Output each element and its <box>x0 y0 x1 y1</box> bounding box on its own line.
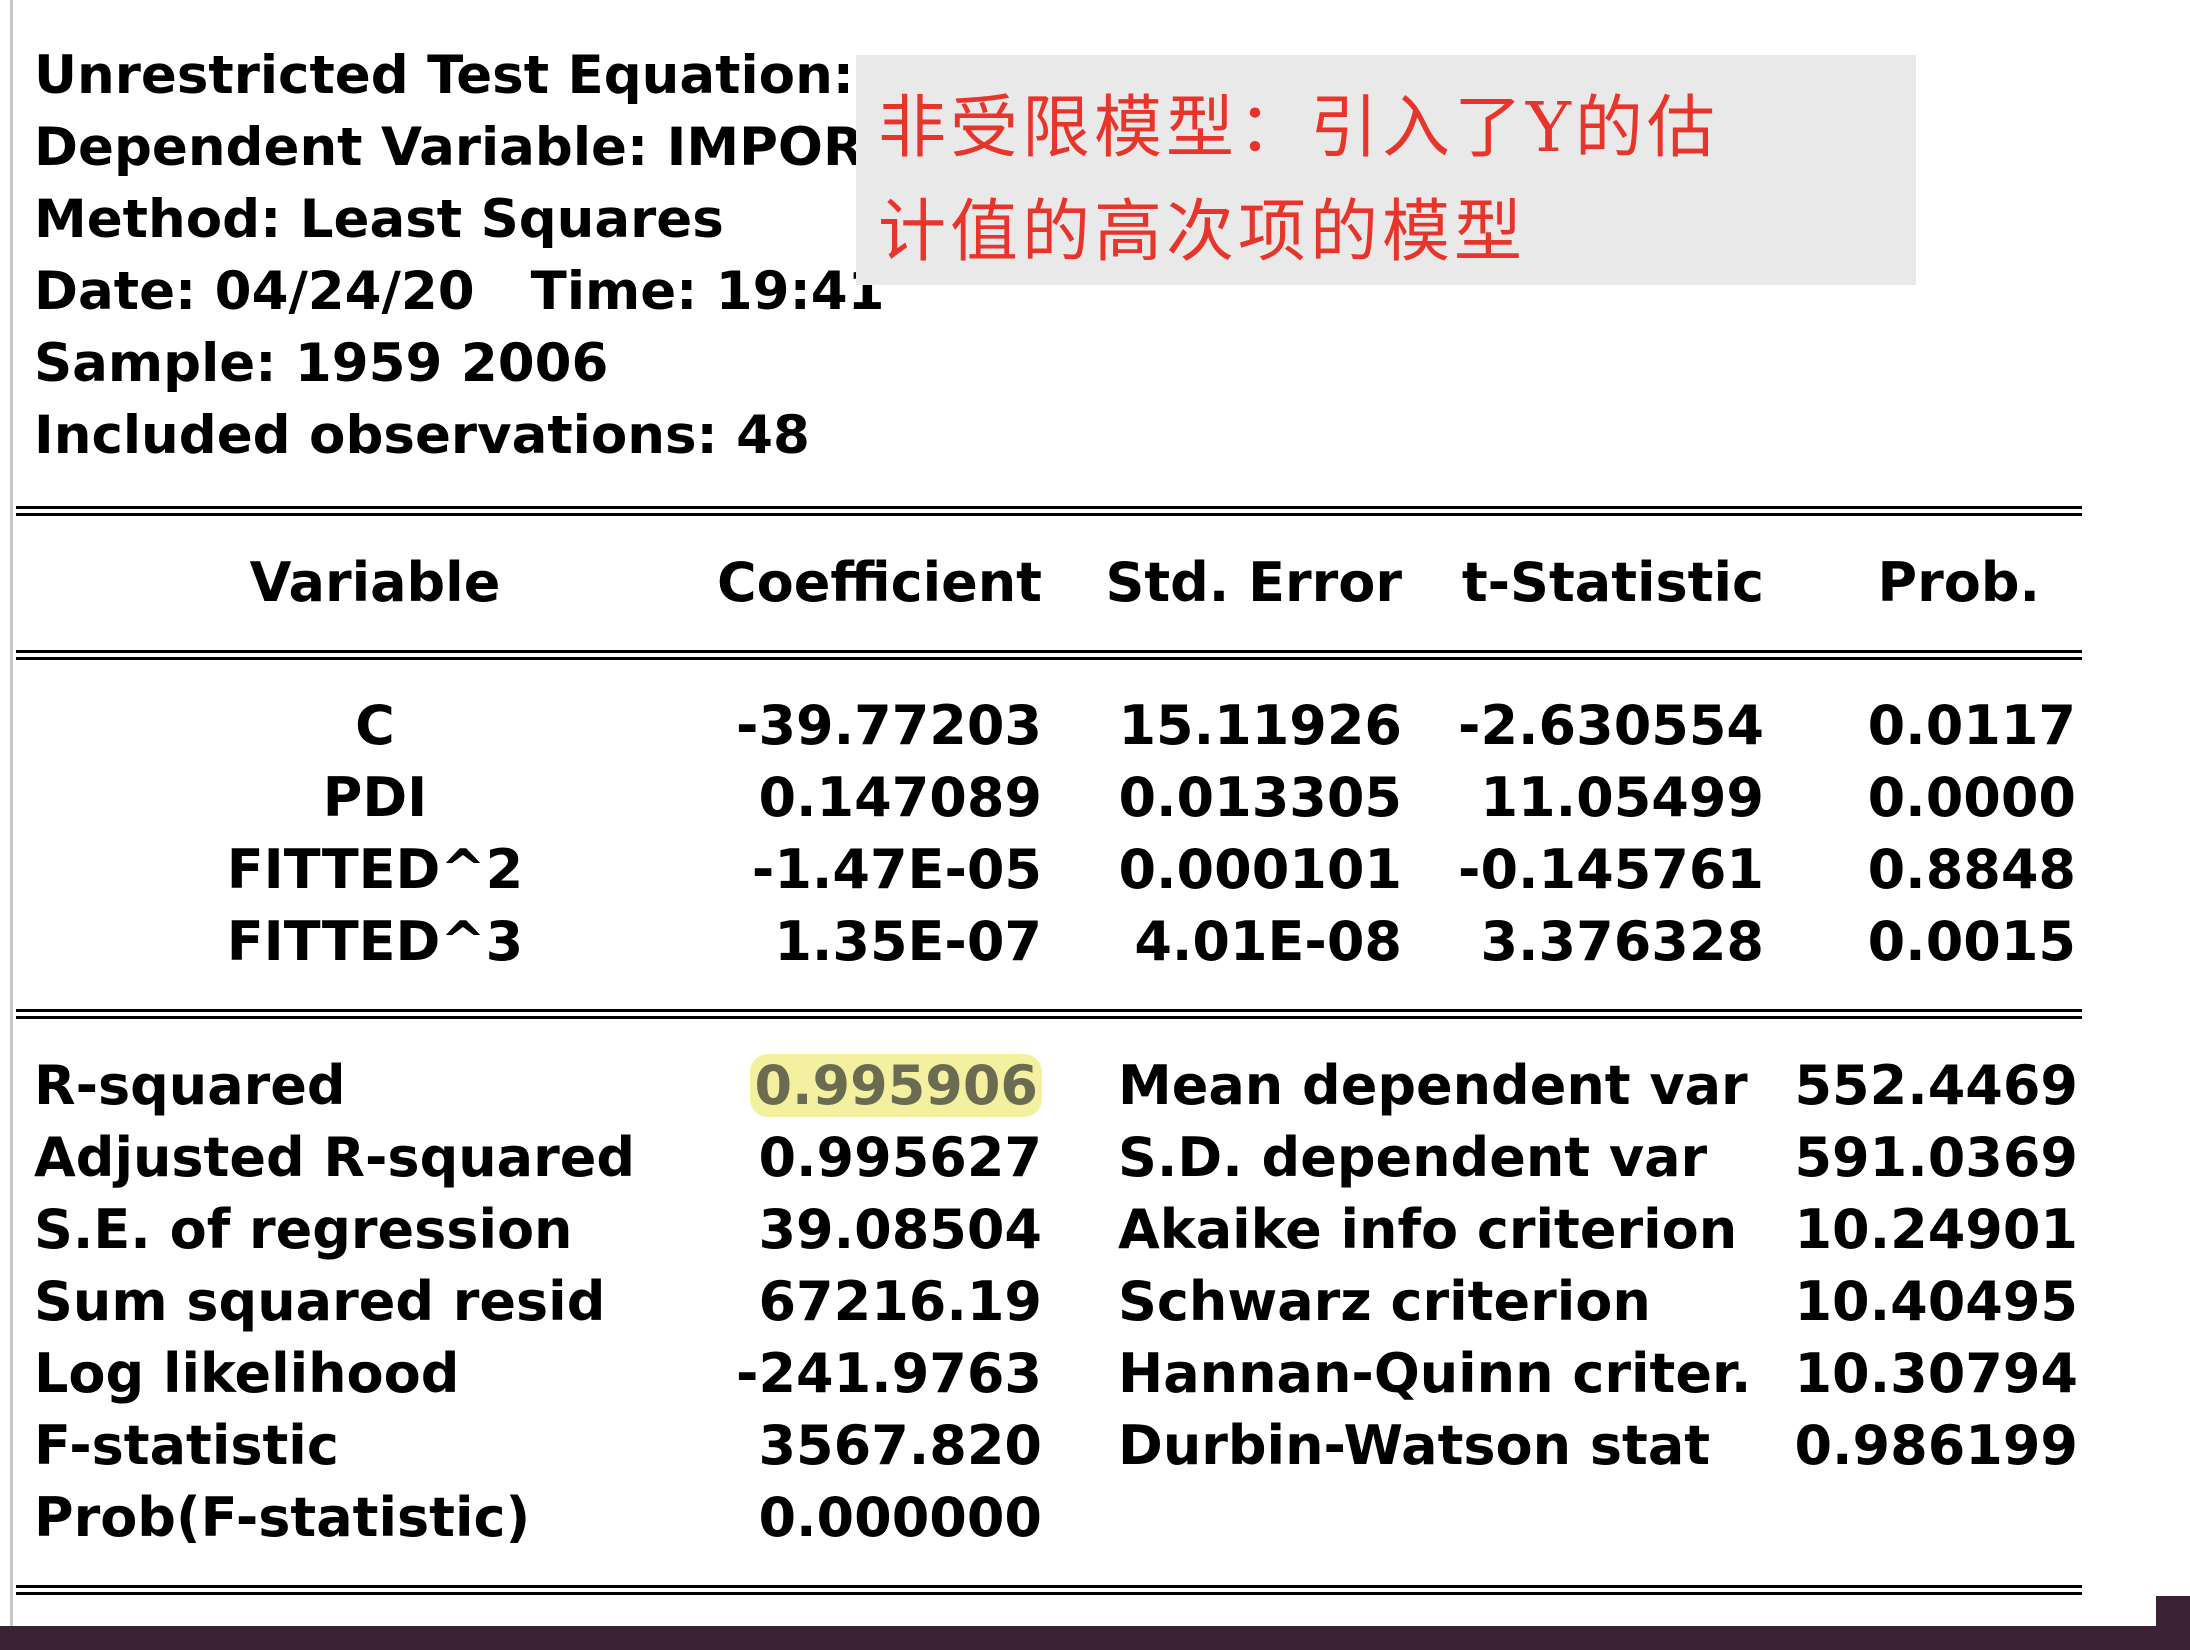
header-std-error: Std. Error <box>1105 551 1402 614</box>
stat-value-schwarz: 10.40495 <box>1794 1270 2078 1333</box>
stat-label-mean-dep: Mean dependent var <box>1118 1054 1748 1117</box>
rule-after-headers <box>16 650 2082 660</box>
r-squared-highlight: 0.995906 <box>750 1054 1042 1117</box>
row-fitted3-prob: 0.0015 <box>1867 910 2076 973</box>
row-fitted2-std-error: 0.000101 <box>1118 838 1402 901</box>
stat-label-adj-r-squared: Adjusted R-squared <box>34 1126 636 1189</box>
rule-after-coefficients <box>16 1009 2082 1019</box>
row-pdi-variable: PDI <box>322 766 428 829</box>
frame-left-border <box>10 0 13 1630</box>
annotation-line-2: 计值的高次项的模型 <box>878 193 1527 272</box>
stat-value-ssr: 67216.19 <box>758 1270 1042 1333</box>
stat-label-hannan-quinn: Hannan-Quinn criter. <box>1118 1342 1752 1405</box>
header-variable: Variable <box>249 551 501 614</box>
stat-value-f-statistic: 3567.820 <box>758 1414 1042 1477</box>
header-method: Method: Least Squares <box>34 189 724 250</box>
row-pdi-std-error: 0.013305 <box>1118 766 1402 829</box>
row-fitted2-coefficient: -1.47E-05 <box>751 838 1042 901</box>
stat-label-sd-dep: S.D. dependent var <box>1118 1126 1708 1189</box>
row-pdi-coefficient: 0.147089 <box>758 766 1042 829</box>
rule-bottom <box>16 1585 2082 1595</box>
row-fitted2-t-statistic: -0.145761 <box>1458 838 1764 901</box>
stat-label-f-statistic: F-statistic <box>34 1414 339 1477</box>
row-fitted3-coefficient: 1.35E-07 <box>774 910 1042 973</box>
row-fitted2-prob: 0.8848 <box>1867 838 2076 901</box>
stat-label-log-likelihood: Log likelihood <box>34 1342 460 1405</box>
stat-value-r-squared: 0.995906 <box>640 1050 1042 1122</box>
row-c-std-error: 15.11926 <box>1118 694 1402 757</box>
stat-value-se-regression: 39.08504 <box>758 1198 1042 1261</box>
row-fitted3-variable: FITTED^3 <box>226 910 524 973</box>
rule-top <box>16 506 2082 516</box>
header-date: Date: 04/24/20 <box>34 261 475 322</box>
row-fitted3-std-error: 4.01E-08 <box>1134 910 1402 973</box>
stat-label-se-regression: S.E. of regression <box>34 1198 573 1261</box>
stat-value-hannan-quinn: 10.30794 <box>1794 1342 2078 1405</box>
stat-label-prob-f: Prob(F-statistic) <box>34 1486 531 1549</box>
row-pdi-t-statistic: 11.05499 <box>1480 766 1764 829</box>
header-sample: Sample: 1959 2006 <box>34 333 609 394</box>
equation-header: Unrestricted Test Equation: Dependent Va… <box>34 40 898 472</box>
row-c-variable: C <box>355 694 395 757</box>
stat-label-durbin-watson: Durbin-Watson stat <box>1118 1414 1711 1477</box>
header-t-statistic: t-Statistic <box>1461 551 1764 614</box>
header-prob: Prob. <box>1877 551 2040 614</box>
annotation-box: 非受限模型：引入了Y的估 计值的高次项的模型 <box>856 55 1916 285</box>
annotation-line-1: 非受限模型：引入了Y的估 <box>878 89 1719 168</box>
header-observations: Included observations: 48 <box>34 405 810 466</box>
stat-value-sd-dep: 591.0369 <box>1794 1126 2078 1189</box>
stat-value-prob-f: 0.000000 <box>758 1486 1042 1549</box>
stat-value-akaike: 10.24901 <box>1794 1198 2078 1261</box>
stat-label-schwarz: Schwarz criterion <box>1118 1270 1651 1333</box>
row-c-prob: 0.0117 <box>1867 694 2076 757</box>
stat-value-durbin-watson: 0.986199 <box>1794 1414 2078 1477</box>
header-title: Unrestricted Test Equation: <box>34 45 854 106</box>
header-date-time: Date: 04/24/20 Time: 19:41 <box>34 256 898 328</box>
header-coefficient: Coefficient <box>717 551 1042 614</box>
row-c-coefficient: -39.77203 <box>736 694 1042 757</box>
header-time: Time: 19:41 <box>530 261 885 322</box>
stat-label-r-squared: R-squared <box>34 1054 346 1117</box>
stat-value-adj-r-squared: 0.995627 <box>758 1126 1042 1189</box>
stat-label-ssr: Sum squared resid <box>34 1270 606 1333</box>
header-dependent-variable: Dependent Variable: IMPORT <box>34 117 898 178</box>
row-fitted2-variable: FITTED^2 <box>226 838 524 901</box>
bottom-accent-bar <box>0 1626 2190 1650</box>
stat-value-log-likelihood: -241.9763 <box>736 1342 1042 1405</box>
stat-value-mean-dep: 552.4469 <box>1794 1054 2078 1117</box>
row-pdi-prob: 0.0000 <box>1867 766 2076 829</box>
row-c-t-statistic: -2.630554 <box>1458 694 1764 757</box>
stat-label-akaike: Akaike info criterion <box>1118 1198 1738 1261</box>
row-fitted3-t-statistic: 3.376328 <box>1480 910 1764 973</box>
